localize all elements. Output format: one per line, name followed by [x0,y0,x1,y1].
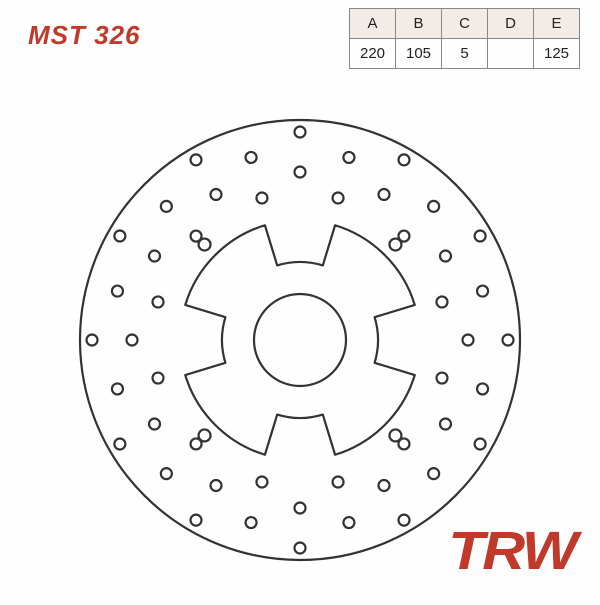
brand-logo: TRW [448,520,576,582]
brake-disc-diagram [0,0,600,605]
brake-disc-svg [0,0,600,600]
